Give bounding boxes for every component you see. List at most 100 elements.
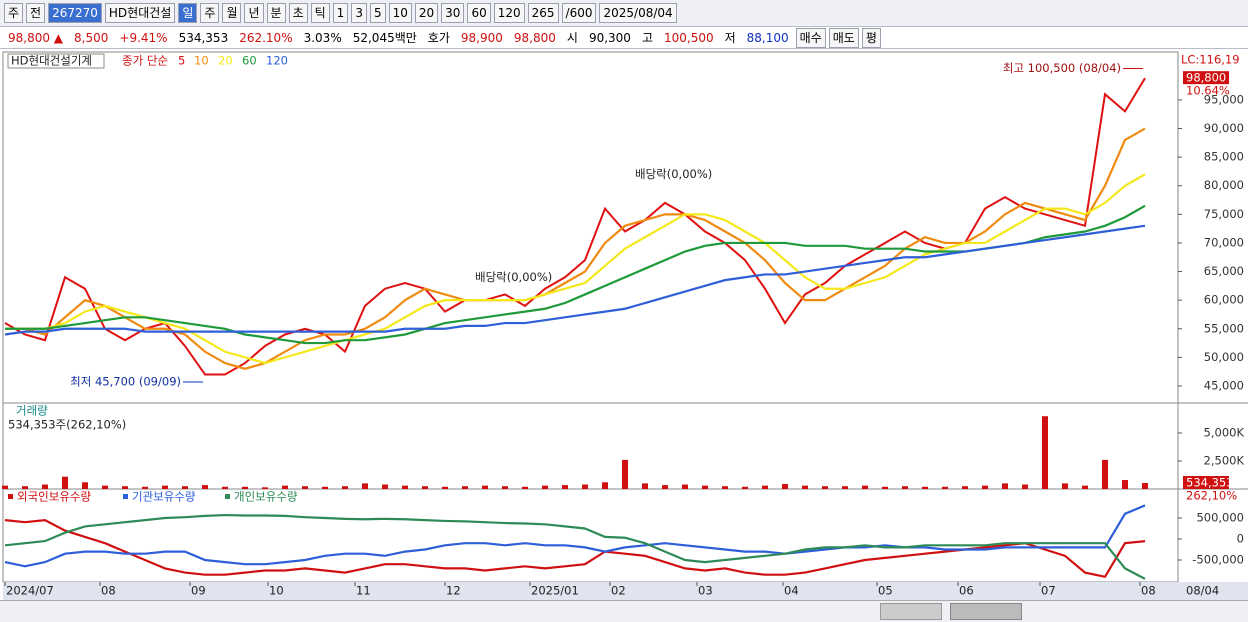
volume-bar: [702, 485, 708, 489]
legend-entry: 120: [266, 54, 288, 68]
info-item: 534,353: [178, 30, 229, 45]
scroll-controls[interactable]: [880, 603, 942, 620]
scroll-thumb[interactable]: [950, 603, 1022, 620]
info-item: 88,100: [746, 30, 789, 45]
toolbar-button[interactable]: HD현대건설: [104, 3, 176, 23]
y-tick-label: 80,000: [1204, 178, 1244, 192]
y-tick-label: 5,000K: [1204, 426, 1245, 440]
volume-bar: [562, 485, 568, 489]
volume-bar: [862, 485, 868, 489]
toolbar-button[interactable]: 분: [266, 3, 286, 23]
toolbar-button[interactable]: 전: [26, 3, 46, 23]
volume-bar: [222, 486, 228, 489]
annotation: 최저 45,700 (09/09): [70, 374, 181, 388]
toolbar-button[interactable]: 30: [441, 3, 465, 23]
legend-swatch: [225, 494, 230, 499]
info-item: 100,500: [663, 30, 714, 45]
x-tick-label: 07: [1041, 584, 1056, 598]
volume-bar: [942, 486, 948, 489]
info-item[interactable]: 매수: [795, 27, 826, 48]
volume-bar: [322, 486, 328, 489]
legend-entry: 외국인보유수량: [17, 490, 91, 504]
volume-bar: [2, 485, 8, 489]
volume-bar: [202, 485, 208, 489]
x-tick-label: 08: [1141, 584, 1156, 598]
toolbar-button[interactable]: 3: [351, 3, 367, 23]
info-item[interactable]: 평: [861, 27, 881, 48]
volume-bar: [502, 486, 508, 489]
y-tick-label: 50,000: [1204, 350, 1244, 364]
toolbar-button[interactable]: 120: [493, 3, 525, 23]
volume-bar: [782, 483, 788, 489]
y-tick-label: 0: [1237, 532, 1244, 546]
info-item: 52,045백만: [352, 31, 417, 45]
x-tick-label: 12: [446, 584, 461, 598]
toolbar-button[interactable]: /600: [561, 3, 597, 23]
price-tag-label: 98,800: [1186, 71, 1226, 85]
volume-bar: [42, 484, 48, 489]
x-tick-label: 11: [356, 584, 371, 598]
volume-bar: [22, 486, 28, 489]
info-item: 호가: [427, 31, 450, 45]
legend-title: 종가 단순: [122, 54, 168, 68]
series-line: [5, 204, 1146, 345]
volume-bar: [362, 483, 368, 489]
toolbar-button[interactable]: 주: [4, 3, 24, 23]
volume-bar: [142, 486, 148, 489]
price-tag-change: 262,10%: [1186, 489, 1237, 503]
volume-bar: [1002, 483, 1008, 489]
series-line: [5, 173, 1146, 365]
info-item[interactable]: 매도: [828, 27, 859, 48]
toolbar-button[interactable]: 1: [332, 3, 349, 23]
price-tag-label: 534,353: [1186, 476, 1234, 490]
scrollbar: [0, 600, 1248, 622]
volume-bar: [1022, 484, 1028, 489]
y-tick-label: 45,000: [1204, 378, 1244, 392]
y-tick-label: 70,000: [1204, 235, 1244, 249]
x-axis-band: [1178, 582, 1248, 600]
volume-bar: [242, 486, 248, 489]
toolbar-button[interactable]: 10: [388, 3, 412, 23]
info-item: 98,900: [460, 30, 503, 45]
volume-bar: [1062, 483, 1068, 489]
volume-bar: [642, 483, 648, 489]
toolbar-button[interactable]: 월: [222, 3, 242, 23]
toolbar-button[interactable]: 267270: [48, 3, 102, 23]
x-tick-label: 10: [269, 584, 284, 598]
volume-bar: [882, 486, 888, 489]
volume-bar: [1102, 459, 1108, 489]
toolbar-button[interactable]: 일: [178, 3, 198, 23]
info-item: 3.03%: [303, 30, 342, 45]
pane-title: 거래량: [16, 404, 48, 418]
volume-bar: [102, 485, 108, 489]
toolbar-button[interactable]: 265: [527, 3, 559, 23]
y-tick-label: 2,500K: [1204, 454, 1245, 468]
toolbar-button[interactable]: 2025/08/04: [599, 3, 677, 23]
volume-bar: [422, 486, 428, 489]
info-item: 저: [724, 31, 736, 45]
legend-swatch: [8, 494, 13, 499]
volume-bar: [742, 486, 748, 489]
volume-bar: [902, 486, 908, 489]
volume-bar: [302, 486, 308, 489]
y-tick-label: 60,000: [1204, 293, 1244, 307]
toolbar-button[interactable]: 5: [369, 3, 386, 23]
volume-bar: [722, 486, 728, 489]
info-bar: 98,800 ▲ 8,500 +9.41% 534,353 262.10% 3.03% 52…: [0, 27, 1248, 49]
volume-bar: [602, 482, 608, 489]
indicator: LC:116,19: [1181, 53, 1240, 67]
volume-bar: [82, 482, 88, 489]
toolbar-button[interactable]: 틱: [310, 3, 330, 23]
x-axis-band: [3, 582, 1178, 600]
toolbar-button[interactable]: 초: [288, 3, 308, 23]
toolbar-button[interactable]: 주: [200, 3, 220, 23]
pane-subtitle: 534,353주(262,10%): [8, 418, 126, 432]
volume-bar: [342, 486, 348, 489]
info-item: 262.10%: [239, 30, 293, 45]
toolbar-button[interactable]: 20: [414, 3, 439, 23]
toolbar-button[interactable]: 60: [467, 3, 491, 23]
toolbar-button[interactable]: 년: [244, 3, 264, 23]
series-line: [4, 224, 1146, 336]
x-tick-label: 03: [698, 584, 713, 598]
volume-bar: [982, 485, 988, 489]
